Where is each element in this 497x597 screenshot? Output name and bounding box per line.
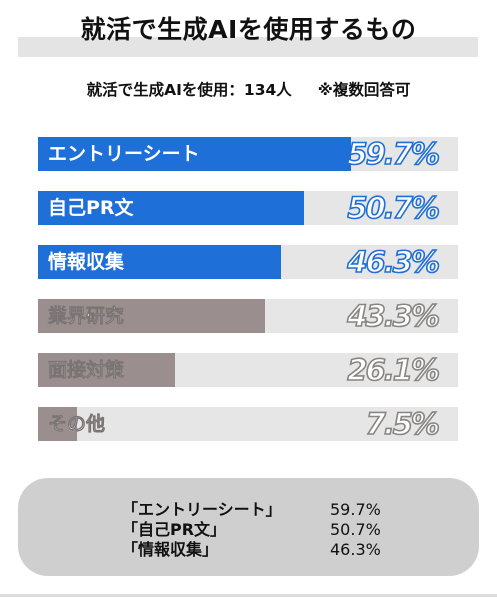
value-label: 7.5%: [365, 406, 441, 442]
top3-summary-box: 「エントリーシート」 59.7% 「自己PR文」 50.7% 「情報収集」 46…: [18, 478, 479, 576]
bar-row: 業界研究 43.3%: [38, 298, 458, 334]
bar: [38, 245, 281, 279]
value-label: 59.7%: [347, 136, 441, 172]
bar-row: 自己PR文 50.7%: [38, 190, 458, 226]
bar: [38, 353, 175, 387]
bar-row: 面接対策 26.1%: [38, 352, 458, 388]
respondent-base: 就活で生成AIを使用：134人: [86, 81, 292, 99]
bar-track: [38, 407, 458, 441]
category-label: その他: [48, 413, 106, 436]
value-label: 46.3%: [347, 244, 441, 280]
multiple-answer-note: ※複数回答可: [317, 81, 411, 99]
category-label: 情報収集: [48, 251, 125, 273]
bar: [38, 191, 304, 225]
chart-title: 就活で生成AIを使用するもの: [80, 15, 417, 44]
value-label: 26.1%: [347, 352, 441, 388]
bar-row: その他 7.5%: [38, 406, 458, 442]
bar-row: エントリーシート 59.7%: [38, 136, 458, 172]
value-label: 43.3%: [347, 298, 441, 334]
value-label: 50.7%: [347, 190, 441, 226]
category-label: 業界研究: [48, 305, 125, 328]
summary-item-value: 59.7%: [330, 500, 381, 519]
bar-row: 情報収集 46.3%: [38, 244, 458, 280]
summary-item-value: 46.3%: [330, 540, 381, 559]
category-label: エントリーシート: [48, 143, 200, 165]
summary-item-name: 「自己PR文」: [122, 520, 227, 539]
bar: [38, 407, 77, 441]
summary-item-value: 50.7%: [330, 520, 381, 539]
summary-item-name: 「エントリーシート」: [122, 500, 282, 519]
header: 就活で生成AIを使用するもの: [0, 0, 497, 60]
bar: [38, 137, 351, 171]
summary-item-name: 「情報収集」: [122, 540, 219, 559]
category-label: 自己PR文: [48, 197, 134, 219]
bottom-divider: [0, 594, 497, 597]
bar: [38, 299, 265, 333]
title-underline-band: [18, 37, 478, 57]
chart-subtitle: 就活で生成AIを使用：134人 ※複数回答可: [0, 78, 497, 100]
category-label: 面接対策: [48, 359, 125, 382]
